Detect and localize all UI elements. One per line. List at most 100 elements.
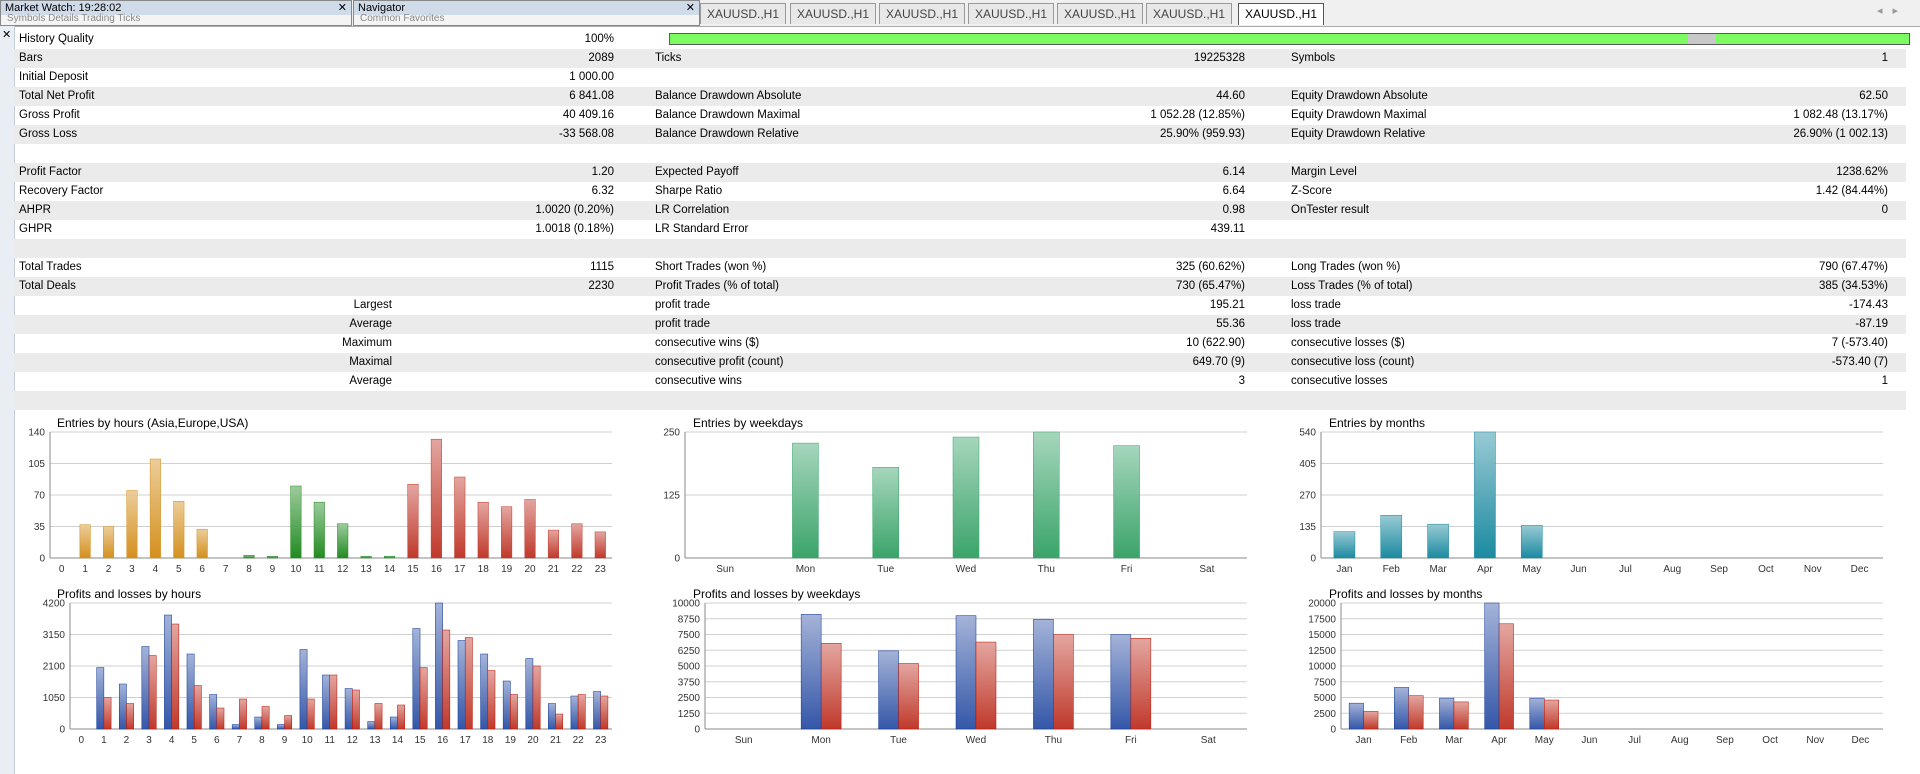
report-side-strip: ✕ [0,26,15,774]
y-tick-label: 2100 [43,662,66,673]
chevron-right-icon[interactable]: ▸ [1892,5,1908,17]
bar-profits [1033,619,1054,730]
bar-profits [570,695,579,730]
market-watch-tabs[interactable]: Symbols Details Trading Ticks [7,13,141,24]
top-toolbar: Market Watch: 19:28:02 Symbols Details T… [0,0,1920,27]
bar-profits [1529,697,1545,730]
x-tick-label: 22 [571,564,583,575]
maximal-label: Maximal [349,356,392,368]
x-tick-label: 16 [431,564,443,575]
bar-profits [164,614,172,730]
x-tick-label: Jun [1571,564,1587,575]
ticks-value: 19225328 [1193,52,1245,64]
bar [1333,531,1356,559]
table-row: Profit Factor 1.20 Expected Payoff 6.14 … [14,163,1906,182]
close-icon[interactable]: ✕ [2,29,12,41]
x-tick-label: 9 [282,735,288,746]
chart-tab-active[interactable]: XAUUSD.,H1 [1238,3,1324,25]
profit-factor-value: 1.20 [591,166,614,178]
x-tick-label: Dec [1851,564,1869,575]
bar-losses [442,629,451,730]
chart-tab[interactable]: XAUUSD.,H1 [1057,3,1143,24]
bar [126,490,138,559]
equity-dd-relative-value: 26.90% (1 002.13) [1793,128,1888,140]
table-row-spacer [14,144,1906,163]
bar [1474,431,1496,559]
table-row-spacer [14,391,1906,410]
bar [1520,525,1543,559]
chart-tab[interactable]: XAUUSD.,H1 [1146,3,1232,24]
x-tick-label: 5 [191,735,197,746]
gross-loss-label: Gross Loss [19,128,78,140]
close-icon[interactable]: ✕ [337,2,347,14]
bar-losses [329,674,338,730]
x-tick-label: Wed [966,735,986,746]
average-profit-trade-value: 55.36 [1216,318,1245,330]
tab-scroll-arrows[interactable]: ◂▸ [1877,4,1908,17]
bar-profits [141,646,150,730]
market-watch-panel[interactable]: Market Watch: 19:28:02 Symbols Details T… [0,0,352,26]
bar-profits [277,724,285,730]
bar-profits [96,667,105,730]
table-row: Average consecutive wins 3 consecutive l… [14,372,1906,391]
short-trades-label: Short Trades (won %) [655,261,767,273]
x-tick-label: Aug [1663,564,1681,575]
bar [149,458,161,559]
x-tick-label: May [1535,735,1554,746]
navigator-panel[interactable]: Navigator Common Favorites ✕ [353,0,700,26]
history-quality-gap [1688,34,1716,44]
x-tick-label: Sun [735,735,753,746]
chart-tab[interactable]: XAUUSD.,H1 [879,3,965,24]
y-tick-label: 12500 [1308,646,1336,657]
largest-loss-trade-value: -174.43 [1848,299,1888,311]
bar-profits [1110,634,1132,730]
chart-tab[interactable]: XAUUSD.,H1 [968,3,1054,24]
total-deals-label: Total Deals [19,280,76,292]
x-tick-label: 0 [59,564,65,575]
balance-dd-maximal-value: 1 052.28 (12.85%) [1150,109,1245,121]
entries-by-weekdays-chart: Entries by weekdays 0 125 250 Sun Mon Tue Wed T… [657,416,1257,582]
chevron-left-icon[interactable]: ◂ [1876,5,1893,17]
table-row: Initial Deposit 1 000.00 [14,68,1906,87]
chart-tab[interactable]: XAUUSD.,H1 [700,3,786,24]
bar-profits [209,694,218,730]
bar-losses [532,665,541,730]
maximal-consecutive-profit-value: 649.70 (9) [1192,356,1245,368]
y-tick-label: 10000 [1308,662,1336,673]
loss-trades-label: Loss Trades (% of total) [1291,280,1413,292]
y-tick-label: 17500 [1308,614,1336,625]
average-loss-trade-label: loss trade [1291,318,1341,330]
x-tick-label: 13 [369,735,381,746]
chart-title: Profits and losses by hours [57,587,202,601]
chart-title: Entries by weekdays [693,416,804,430]
x-tick-label: Oct [1762,735,1778,746]
bar [266,555,278,559]
bar-profits [878,650,899,730]
bar-profits [412,628,421,730]
expected-payoff-label: Expected Payoff [655,166,739,178]
bar-profits [548,703,556,730]
bar-profits [480,653,489,730]
history-quality-label: History Quality [19,33,94,45]
z-score-label: Z-Score [1291,185,1332,197]
maximal-consecutive-loss-value: -573.40 (7) [1831,356,1888,368]
max-consecutive-losses-label: consecutive losses ($) [1291,337,1405,349]
navigator-tabs[interactable]: Common Favorites [360,13,445,24]
close-icon[interactable]: ✕ [685,2,695,14]
y-tick-label: 4200 [43,599,66,610]
equity-dd-relative-label: Equity Drawdown Relative [1291,128,1426,140]
bar [594,531,606,559]
x-tick-label: 19 [501,564,513,575]
ontester-result-label: OnTester result [1291,204,1369,216]
chart-tab[interactable]: XAUUSD.,H1 [790,3,876,24]
bar-losses [820,643,842,730]
y-tick-label: 0 [694,725,700,736]
bar-losses [126,703,134,730]
margin-level-value: 1238.62% [1836,166,1888,178]
y-tick-label: 250 [663,428,680,439]
bar-profits [955,615,977,730]
bar-losses [577,694,586,730]
total-net-profit-label: Total Net Profit [19,90,95,102]
x-tick-label: Sun [716,564,734,575]
x-tick-label: 12 [337,564,349,575]
